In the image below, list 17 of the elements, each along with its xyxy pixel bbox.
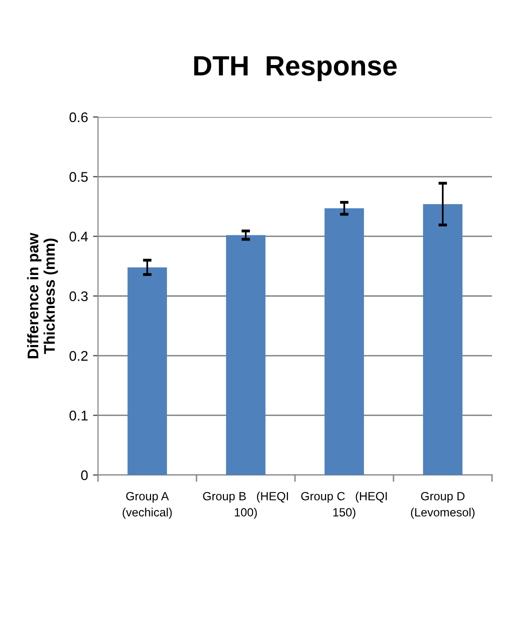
y-tick-label: 0.4 [70,232,88,242]
x-tick-label: Group D (Levomesol) [411,492,474,519]
bar [226,235,266,475]
y-axis-title: Difference in paw Thickness (mm) [27,232,58,358]
chart-title: DTH Response [194,56,397,82]
bar [324,208,364,475]
y-tick-label: 0.5 [70,172,88,182]
y-tick-label: 0.2 [70,351,88,361]
y-tick-label: 0.6 [70,112,88,122]
y-tick-label: 0.1 [70,410,88,421]
y-tick-label: 0.3 [70,291,88,302]
y-tick-label: 0 [81,470,88,480]
bar [423,204,462,475]
x-tick-label: Group B (HEQI 100) [203,492,288,519]
x-tick-label: Group C (HEQI 150) [301,492,387,519]
bar [128,267,167,475]
x-tick-label: Group A (vechical) [122,492,172,519]
